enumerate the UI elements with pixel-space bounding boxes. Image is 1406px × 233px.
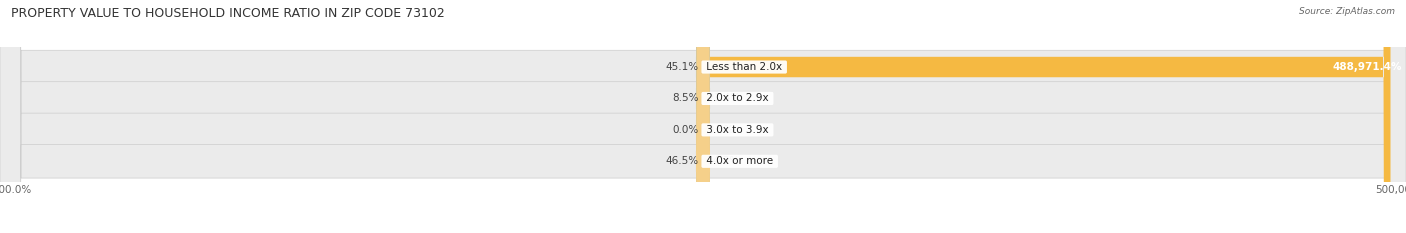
Text: 4.0x or more: 4.0x or more bbox=[703, 156, 776, 166]
Text: 14.3%: 14.3% bbox=[707, 156, 741, 166]
FancyBboxPatch shape bbox=[696, 0, 710, 233]
Text: 2.0x to 2.9x: 2.0x to 2.9x bbox=[703, 93, 772, 103]
Text: 46.5%: 46.5% bbox=[665, 156, 699, 166]
FancyBboxPatch shape bbox=[696, 0, 710, 233]
Text: 45.1%: 45.1% bbox=[665, 62, 699, 72]
Text: PROPERTY VALUE TO HOUSEHOLD INCOME RATIO IN ZIP CODE 73102: PROPERTY VALUE TO HOUSEHOLD INCOME RATIO… bbox=[11, 7, 444, 20]
Text: Less than 2.0x: Less than 2.0x bbox=[703, 62, 786, 72]
FancyBboxPatch shape bbox=[696, 0, 710, 233]
Text: 488,971.4%: 488,971.4% bbox=[1333, 62, 1402, 72]
Text: 8.5%: 8.5% bbox=[672, 93, 699, 103]
Text: 3.0x to 3.9x: 3.0x to 3.9x bbox=[703, 125, 772, 135]
Text: Source: ZipAtlas.com: Source: ZipAtlas.com bbox=[1299, 7, 1395, 16]
FancyBboxPatch shape bbox=[696, 0, 710, 233]
Text: 3.6%: 3.6% bbox=[707, 125, 734, 135]
FancyBboxPatch shape bbox=[696, 0, 710, 233]
FancyBboxPatch shape bbox=[696, 0, 710, 233]
Text: 21.4%: 21.4% bbox=[707, 93, 741, 103]
FancyBboxPatch shape bbox=[703, 0, 1391, 233]
Text: 0.0%: 0.0% bbox=[672, 125, 699, 135]
